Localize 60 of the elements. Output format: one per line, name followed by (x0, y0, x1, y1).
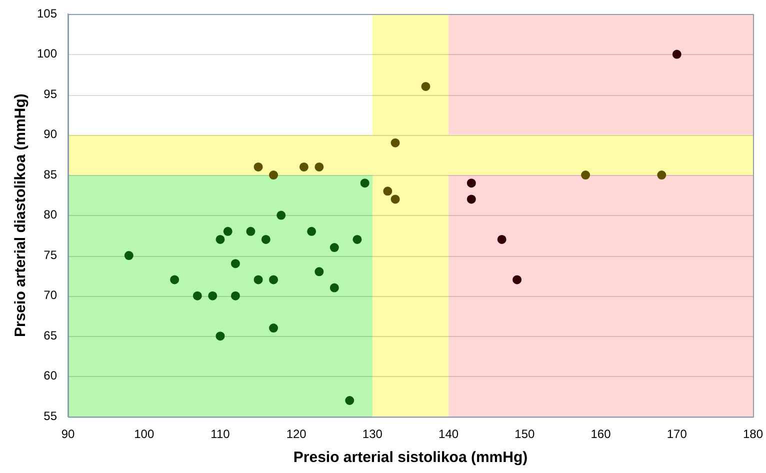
x-tick-label: 100 (134, 427, 154, 442)
y-tick-label: 105 (36, 6, 58, 20)
point (208, 291, 218, 300)
y-tick-label: 70 (44, 288, 58, 302)
point (124, 251, 134, 260)
point (192, 291, 202, 300)
point (352, 234, 362, 244)
point (170, 275, 180, 284)
x-axis-title: Presio arterial sistolikoa (mmHg) (293, 449, 528, 466)
point (307, 226, 316, 236)
point (330, 243, 339, 252)
x-tick-label: 180 (742, 427, 764, 442)
y-tick-label: 80 (44, 208, 58, 222)
point (254, 162, 263, 172)
point (466, 194, 476, 204)
point (269, 324, 278, 333)
point (230, 291, 240, 300)
y-tick-label: 55 (44, 408, 58, 423)
point (390, 194, 400, 204)
point (657, 170, 666, 180)
point (345, 396, 354, 405)
y-tick-label: 85 (44, 167, 58, 182)
point (383, 186, 392, 196)
point (246, 226, 256, 236)
y-tick-label: 75 (44, 248, 58, 262)
point (269, 275, 278, 284)
point (216, 234, 225, 244)
point (261, 234, 270, 244)
y-tick-label: 95 (44, 86, 58, 101)
point (314, 162, 324, 172)
x-tick-label: 150 (514, 427, 535, 442)
y-tick-label: 90 (44, 127, 58, 142)
point (269, 170, 278, 180)
point (581, 170, 590, 180)
x-tick-label: 110 (210, 427, 230, 442)
point (672, 50, 682, 59)
point (223, 226, 232, 236)
point (421, 82, 430, 91)
point (512, 275, 522, 284)
point (230, 259, 240, 268)
point (299, 162, 308, 172)
y-tick-label: 65 (44, 328, 58, 342)
x-tick-label: 160 (590, 427, 612, 442)
point (466, 178, 476, 188)
x-tick-label: 140 (438, 427, 459, 442)
point (330, 283, 339, 292)
point (314, 267, 324, 276)
point (216, 332, 225, 341)
point (360, 178, 370, 188)
x-tick-label: 170 (666, 427, 688, 442)
point (497, 234, 506, 244)
point (254, 275, 263, 284)
y-tick-label: 60 (44, 368, 58, 383)
y-tick-label: 100 (36, 46, 58, 61)
x-tick-label: 130 (362, 427, 383, 442)
point (390, 138, 400, 148)
x-tick-label: 90 (61, 427, 76, 442)
y-axis-title: Prseio arterial diastolikoa (mmHg) (12, 94, 30, 338)
x-tick-label: 120 (286, 427, 307, 442)
point (276, 210, 286, 220)
